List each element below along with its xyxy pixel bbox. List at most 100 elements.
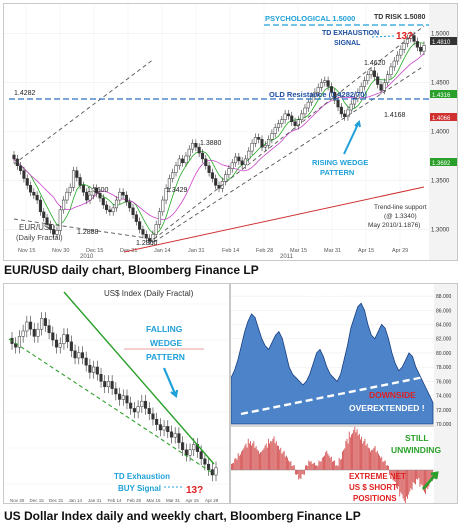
net-position-bar xyxy=(263,448,265,470)
axis-box-green-1 xyxy=(430,90,457,98)
net-position-bar xyxy=(429,470,431,482)
usd-weekly-area xyxy=(231,302,434,425)
eurusd-ma-green xyxy=(13,42,425,235)
label-psychological: PSYCHOLOGICAL 1.5000 xyxy=(265,14,355,23)
net-position-bar xyxy=(291,465,293,470)
net-position-bar xyxy=(273,436,275,470)
eurusd-x-tick-label: Jan 14 xyxy=(154,248,171,254)
net-position-bar xyxy=(231,463,232,470)
net-position-bar xyxy=(404,470,406,503)
eurusd-candle xyxy=(207,165,211,173)
net-position-bar xyxy=(384,460,386,470)
usd-daily-candle xyxy=(203,458,207,465)
eurusd-candle xyxy=(257,137,261,140)
eurusd-candle xyxy=(38,199,43,213)
net-position-bar xyxy=(386,465,388,470)
net-position-bar xyxy=(271,441,273,470)
eurusd-candle xyxy=(356,92,360,99)
net-position-bar xyxy=(289,461,291,470)
net-position-bar xyxy=(305,465,306,470)
usd-daily-candle xyxy=(214,467,218,476)
net-position-bar xyxy=(294,470,296,475)
eurusd-x-tick-label: Jan 31 xyxy=(188,248,205,254)
net-position-bar xyxy=(357,435,359,470)
net-position-bar xyxy=(338,458,340,470)
net-position-bar xyxy=(354,426,356,470)
net-position-bar xyxy=(329,457,331,470)
net-position-bar xyxy=(374,446,376,470)
net-position-bar xyxy=(293,465,295,470)
net-position-bar xyxy=(365,445,367,470)
net-positions-bars xyxy=(231,426,433,503)
usd-daily-candle xyxy=(99,373,103,382)
label-td-exhaustion-2: SIGNAL xyxy=(334,40,361,47)
net-position-bar xyxy=(403,470,405,502)
usd-weekly-title-2: (Weekly Fractal) xyxy=(295,299,353,308)
usd-daily-candle xyxy=(58,343,62,348)
usd-weekly-y-tick-label: 88.000 xyxy=(436,294,452,300)
falling-wedge-upper-line xyxy=(63,291,215,465)
label-12888: 1.2888 xyxy=(77,229,99,236)
eurusd-candles xyxy=(12,31,426,246)
eurusd-candle xyxy=(124,194,128,203)
eurusd-candle xyxy=(65,191,69,201)
eurusd-candle xyxy=(362,80,367,87)
net-position-bar xyxy=(422,470,424,491)
eurusd-candle xyxy=(78,177,82,186)
usd-daily-candle xyxy=(40,318,44,330)
net-position-bar xyxy=(328,455,330,470)
eurusd-candle xyxy=(181,158,185,164)
axis-box-current-text: 1.4810 xyxy=(432,40,451,46)
label-falling-2: WEDGE xyxy=(150,338,182,348)
net-position-bar xyxy=(239,454,241,470)
net-position-bar xyxy=(421,470,423,486)
eurusd-candle xyxy=(376,76,380,85)
usd-daily-candle xyxy=(166,426,170,433)
weekly-trend-line xyxy=(240,374,430,416)
usd-weekly-y-tick-label: 78.000 xyxy=(436,365,452,371)
net-position-bar xyxy=(410,470,412,489)
eurusd-candle xyxy=(154,224,158,235)
usd-daily-candle xyxy=(17,336,21,348)
eurusd-candle xyxy=(91,188,95,196)
eurusd-x-tick-label: Nov 30 xyxy=(52,248,69,254)
usd-daily-candle xyxy=(103,381,107,388)
net-position-bar xyxy=(412,470,414,483)
net-position-bar xyxy=(302,470,304,475)
net-position-bar xyxy=(337,465,339,470)
usd-daily-candle xyxy=(121,395,125,400)
eurusd-x-tick-label: Feb 28 xyxy=(256,248,273,254)
eurusd-candle xyxy=(68,187,72,193)
eurusd-candle xyxy=(75,170,79,178)
label-rising-wedge-2: PATTERN xyxy=(320,168,354,177)
falling-wedge-lower-line xyxy=(8,338,215,475)
eurusd-candle xyxy=(319,82,324,88)
label-falling-3: PATTERN xyxy=(146,352,185,362)
eurusd-y-tick-label: 1.4500 xyxy=(431,81,450,87)
label-rising-wedge-1: RISING WEDGE xyxy=(312,158,368,167)
net-position-bar xyxy=(299,470,301,479)
net-position-bar xyxy=(411,470,413,490)
eurusd-candle xyxy=(134,214,138,222)
eurusd-candle xyxy=(336,99,340,108)
eurusd-candle xyxy=(171,172,175,179)
net-position-bar xyxy=(373,447,375,470)
net-position-bar xyxy=(301,470,303,475)
usd-daily-x-tick-label: Apr 15 xyxy=(186,498,200,503)
net-position-bar xyxy=(349,437,351,470)
net-position-bar xyxy=(274,443,276,470)
net-position-bar xyxy=(265,443,267,470)
net-position-bar xyxy=(296,470,297,475)
net-position-bar xyxy=(236,459,238,470)
usd-daily-candle xyxy=(129,402,133,409)
net-position-bar xyxy=(275,441,277,470)
eurusd-candle xyxy=(353,97,357,105)
usd-weekly-y-tick-label: 80.000 xyxy=(436,351,452,357)
usd-weekly-title-1: US$ Index xyxy=(303,289,340,298)
eurusd-y-ticks: 1.3000 1.3500 1.4000 1.4500 1.5000 xyxy=(431,32,450,234)
net-position-bar xyxy=(241,451,242,470)
net-position-bar xyxy=(425,470,426,494)
usd-daily-candle xyxy=(140,400,144,407)
net-position-bar xyxy=(380,457,382,470)
net-position-bar xyxy=(256,449,258,470)
